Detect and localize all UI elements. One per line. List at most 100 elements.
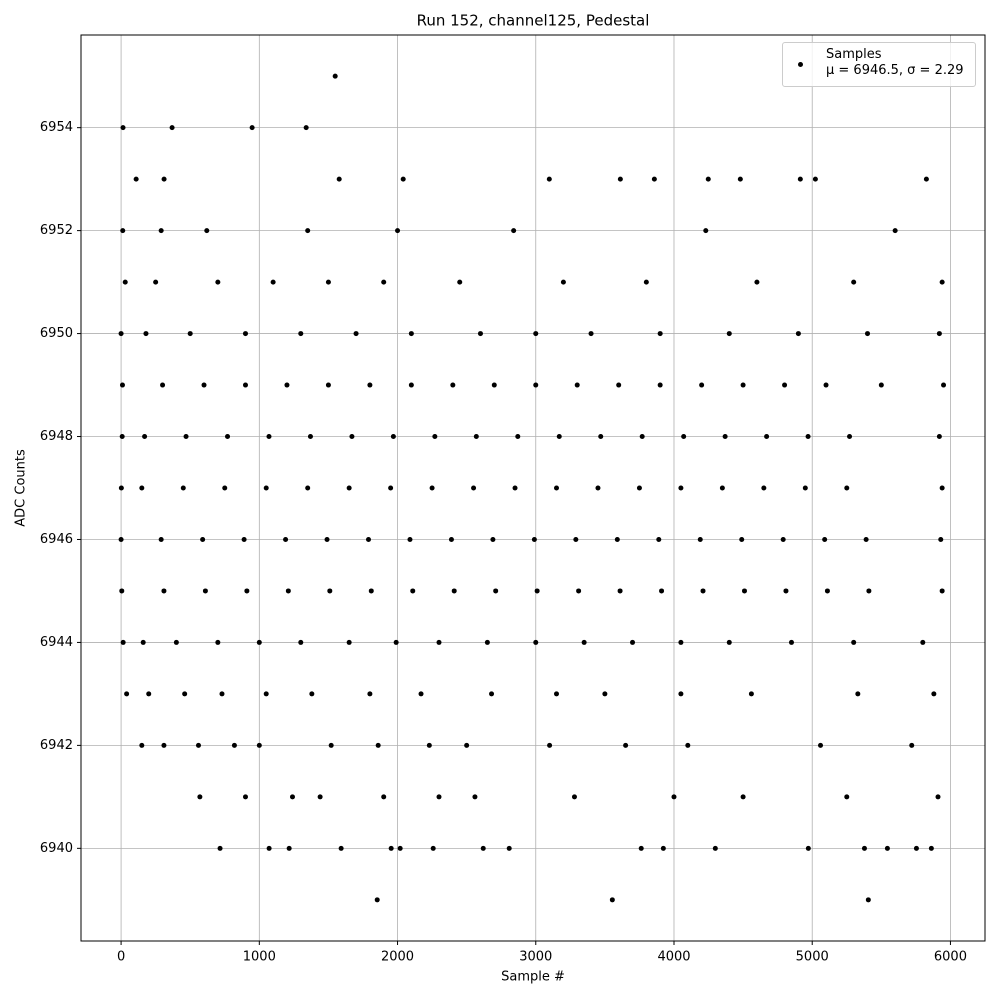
data-point bbox=[703, 228, 709, 234]
data-point bbox=[120, 228, 126, 234]
data-point bbox=[472, 794, 478, 800]
data-point bbox=[782, 382, 788, 388]
data-point bbox=[512, 485, 518, 491]
data-point bbox=[173, 639, 179, 645]
data-point bbox=[609, 897, 615, 903]
data-point bbox=[349, 434, 355, 440]
data-point bbox=[913, 845, 919, 851]
data-point bbox=[367, 382, 373, 388]
data-point bbox=[697, 536, 703, 542]
data-point bbox=[623, 742, 629, 748]
data-point bbox=[298, 639, 304, 645]
data-point bbox=[381, 279, 387, 285]
data-point bbox=[602, 691, 608, 697]
data-point bbox=[878, 382, 884, 388]
data-point bbox=[531, 536, 537, 542]
data-point bbox=[824, 588, 830, 594]
data-point bbox=[242, 331, 248, 337]
data-point bbox=[737, 176, 743, 182]
data-point bbox=[368, 588, 374, 594]
data-point bbox=[489, 691, 495, 697]
data-point bbox=[639, 434, 645, 440]
data-point bbox=[547, 742, 553, 748]
data-point bbox=[936, 331, 942, 337]
data-point bbox=[283, 536, 289, 542]
data-point bbox=[685, 742, 691, 748]
data-point bbox=[511, 228, 517, 234]
data-point bbox=[788, 639, 794, 645]
data-point bbox=[432, 434, 438, 440]
plot-frame bbox=[80, 34, 986, 942]
data-point bbox=[935, 794, 941, 800]
data-point bbox=[374, 897, 380, 903]
data-point bbox=[327, 588, 333, 594]
data-point bbox=[546, 176, 552, 182]
data-point bbox=[847, 434, 853, 440]
data-point bbox=[636, 485, 642, 491]
data-point bbox=[678, 639, 684, 645]
data-point bbox=[241, 536, 247, 542]
y-axis-label: ADC Counts bbox=[14, 449, 29, 527]
data-point bbox=[202, 588, 208, 594]
data-point bbox=[865, 897, 871, 903]
data-point bbox=[560, 279, 566, 285]
data-point bbox=[328, 742, 334, 748]
data-point bbox=[678, 485, 684, 491]
data-point bbox=[740, 794, 746, 800]
data-point bbox=[797, 176, 803, 182]
data-point bbox=[242, 382, 248, 388]
data-point bbox=[651, 176, 657, 182]
data-point bbox=[939, 485, 945, 491]
data-point bbox=[574, 382, 580, 388]
data-point bbox=[855, 691, 861, 697]
data-point bbox=[576, 588, 582, 594]
data-point bbox=[588, 331, 594, 337]
data-point bbox=[285, 588, 291, 594]
data-point bbox=[739, 536, 745, 542]
data-point bbox=[215, 279, 221, 285]
data-point bbox=[471, 485, 477, 491]
data-point bbox=[909, 742, 915, 748]
data-point bbox=[133, 176, 139, 182]
data-point bbox=[657, 331, 663, 337]
data-point bbox=[936, 434, 942, 440]
data-point bbox=[346, 485, 352, 491]
data-point bbox=[705, 176, 711, 182]
data-point bbox=[866, 588, 872, 594]
data-point bbox=[309, 691, 315, 697]
data-point bbox=[325, 279, 331, 285]
x-tick-label: 3000 bbox=[519, 950, 552, 965]
data-point bbox=[289, 794, 295, 800]
data-point bbox=[307, 434, 313, 440]
data-point bbox=[408, 382, 414, 388]
data-point bbox=[865, 331, 871, 337]
x-tick-label: 0 bbox=[117, 950, 125, 965]
data-point bbox=[119, 382, 125, 388]
data-point bbox=[200, 536, 206, 542]
data-point bbox=[118, 331, 124, 337]
data-point bbox=[851, 639, 857, 645]
data-point bbox=[726, 331, 732, 337]
y-tick-label: 6948 bbox=[40, 429, 73, 444]
y-tick-label: 6946 bbox=[40, 532, 73, 547]
data-point bbox=[303, 125, 309, 131]
data-point bbox=[119, 588, 125, 594]
data-point bbox=[931, 691, 937, 697]
data-point bbox=[822, 536, 828, 542]
data-point bbox=[222, 485, 228, 491]
data-point bbox=[418, 691, 424, 697]
data-point bbox=[219, 691, 225, 697]
data-point bbox=[393, 639, 399, 645]
data-point bbox=[286, 845, 292, 851]
data-point bbox=[256, 742, 262, 748]
data-point bbox=[473, 434, 479, 440]
data-point bbox=[161, 176, 167, 182]
legend-marker bbox=[798, 62, 803, 67]
data-point bbox=[390, 434, 396, 440]
x-tick-label: 6000 bbox=[934, 950, 967, 965]
data-point bbox=[805, 845, 811, 851]
data-point bbox=[317, 794, 323, 800]
data-point bbox=[617, 588, 623, 594]
y-tick-label: 6944 bbox=[40, 635, 73, 650]
